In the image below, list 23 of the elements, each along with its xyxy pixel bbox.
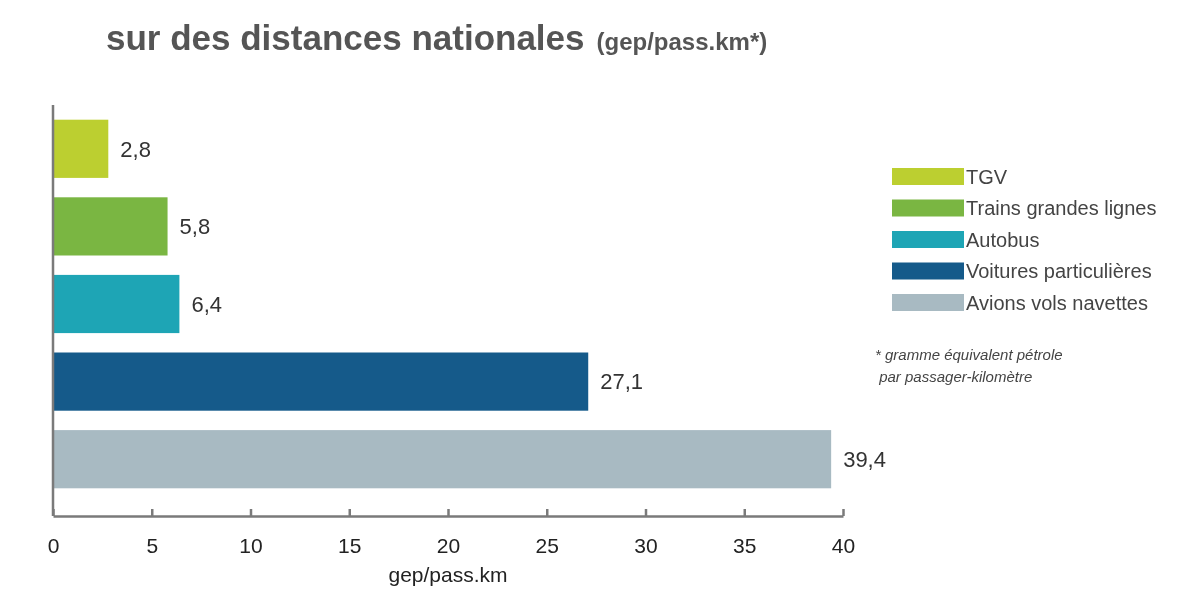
chart-subtitle: (gep/pass.km*) (596, 28, 768, 55)
data-label: 5,8 (179, 214, 211, 240)
data-label: 2,8 (120, 136, 151, 162)
x-tick-label: 40 (831, 533, 856, 557)
data-label: 27,1 (600, 369, 644, 395)
data-label: 39,4 (843, 446, 886, 472)
x-tick-label: 5 (146, 533, 159, 557)
x-tick-label: 30 (634, 533, 658, 557)
legend-label: TGV (966, 165, 1008, 188)
x-tick-label: 35 (733, 533, 757, 557)
x-tick-label: 15 (338, 533, 362, 557)
legend-label: Voitures particulières (966, 260, 1152, 282)
chart-title: sur des distances nationales (106, 18, 585, 57)
legend-label: Trains grandes lignes (966, 197, 1157, 219)
x-tick-label: 20 (436, 533, 461, 557)
x-tick-label: 0 (47, 533, 60, 557)
text: * gramme équivalent pétrole par passager-kilomètre (875, 346, 1063, 385)
legend-label: Autobus (966, 228, 1040, 251)
x-tick-label: 10 (239, 533, 263, 557)
legend-label: Avions vols navettes (966, 291, 1148, 314)
x-tick-label: 25 (535, 533, 559, 557)
x-axis-title: gep/pass.km (388, 563, 508, 586)
data-label: 6,4 (191, 291, 222, 317)
